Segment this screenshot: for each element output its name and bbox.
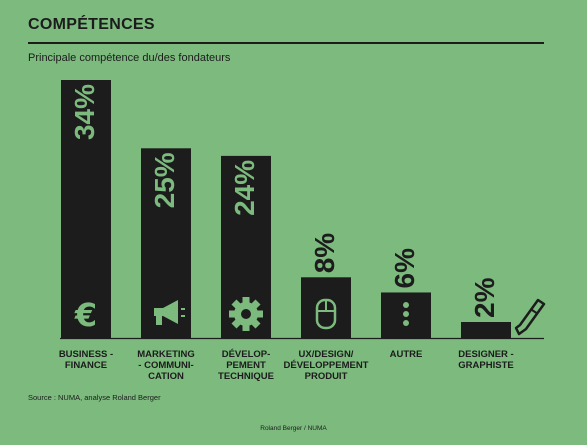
chart-subtitle: Principale compétence du/des fondateurs: [28, 52, 231, 64]
category-label-line: GRAPHISTE: [458, 360, 514, 371]
value-label-5: 2%: [469, 277, 500, 318]
category-label-5: DESIGNER - GRAPHISTE: [441, 349, 531, 371]
category-label-1: MARKETING - COMMUNI- CATION: [121, 349, 211, 382]
category-label-line: CATION: [148, 371, 184, 382]
category-label-line: PEMENT: [226, 360, 266, 371]
category-label-line: DESIGNER -: [458, 349, 514, 360]
mouse-icon: [315, 298, 337, 330]
euro-icon: €: [74, 296, 97, 334]
category-label-line: DÉVELOPPEMENT: [283, 360, 369, 371]
source-note: Source : NUMA, analyse Roland Berger: [28, 393, 161, 402]
category-label-line: DÉVELOP-: [221, 349, 271, 360]
megaphone-icon: [154, 300, 185, 325]
category-label-3: UX/DESIGN/DÉVELOPPEMENT PRODUIT: [281, 349, 371, 382]
category-label-line: PRODUIT: [304, 371, 348, 382]
category-label-line: MARKETING: [137, 349, 195, 360]
category-label-2: DÉVELOP- PEMENT TECHNIQUE: [201, 349, 291, 382]
category-label-line: BUSINESS -: [58, 349, 114, 360]
dots-icon: [403, 302, 409, 326]
svg-text:€: €: [74, 296, 97, 334]
category-label-4: AUTRE: [361, 349, 451, 360]
category-label-0: BUSINESS - FINANCE: [41, 349, 131, 371]
value-label-4: 6%: [389, 248, 420, 289]
category-label-line: - COMMUNI-: [138, 360, 194, 371]
category-label-line: TECHNIQUE: [218, 371, 274, 382]
bar-0: [61, 80, 111, 338]
pencil-icon: [514, 298, 546, 336]
category-label-line: FINANCE: [64, 360, 108, 371]
bar-5: [461, 322, 511, 338]
value-label-1: 25%: [149, 152, 180, 208]
gear-icon: [229, 297, 263, 331]
bar-1: [141, 148, 191, 338]
chart-title: COMPÉTENCES: [28, 16, 155, 33]
value-label-3: 8%: [309, 233, 340, 274]
value-label-2: 24%: [229, 160, 260, 216]
value-label-0: 34%: [69, 84, 100, 140]
footer-credit: Roland Berger / NUMA: [260, 425, 327, 432]
category-label-line: AUTRE: [389, 349, 423, 360]
category-label-line: UX/DESIGN/: [298, 349, 354, 360]
title-divider: [28, 42, 544, 44]
